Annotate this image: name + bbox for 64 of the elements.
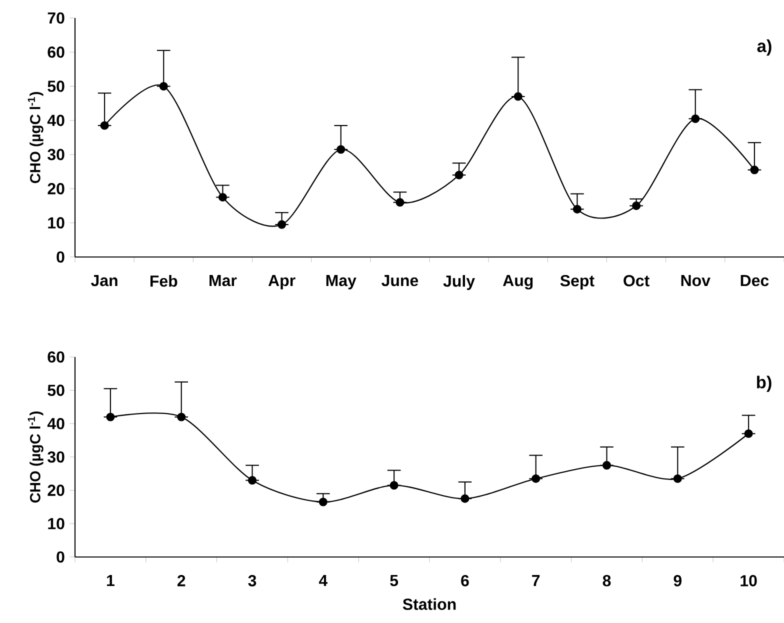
point [106, 412, 115, 422]
y-tick-label: 60 [48, 351, 64, 363]
point [532, 474, 540, 483]
x-tick-label: Aug [502, 275, 533, 290]
x-tick-label: Dec [740, 275, 769, 286]
y-tick-label: 20 [48, 183, 64, 194]
point [632, 202, 641, 210]
x-tick-label: 4 [318, 575, 328, 586]
x-tick-label: Feb [150, 275, 178, 287]
annotation: b) [757, 376, 772, 392]
point [602, 461, 612, 470]
point [248, 476, 257, 485]
x-tick-label: Apr [268, 275, 296, 290]
point [177, 412, 186, 422]
x-tick-label: Mar [210, 275, 237, 286]
y-tick-label: 50 [48, 80, 64, 92]
point [673, 474, 682, 483]
y-tick-label: 0 [56, 251, 64, 263]
x-tick-label: 6 [461, 575, 469, 586]
point [159, 82, 168, 91]
x-tick-label: 10 [740, 575, 757, 586]
point [318, 498, 328, 506]
point [278, 220, 286, 229]
x-tick-label: June [382, 275, 418, 286]
x-tick-label: 7 [532, 575, 540, 586]
x-tick-label: July [443, 275, 475, 290]
y-tick-label: 10 [48, 518, 64, 530]
y-tick-label: 20 [48, 484, 64, 496]
y-tick-label: 30 [48, 148, 64, 160]
x-tick-label: May [326, 275, 356, 290]
point [336, 145, 346, 154]
x-tick-label: 8 [602, 575, 611, 586]
y-axis-title: CHO (µgC l$^{-1}$) [28, 92, 44, 184]
point [572, 204, 582, 214]
point [750, 166, 759, 174]
point [744, 429, 753, 438]
point [514, 92, 522, 101]
y-tick-label: 40 [47, 114, 64, 126]
x-tick-label: Nov [681, 275, 710, 286]
point [390, 481, 398, 490]
point [460, 494, 470, 503]
y-tick-label: 50 [48, 384, 64, 396]
y-axis-title: CHO (µgC l$^{-1}$) [28, 412, 44, 503]
point [396, 198, 404, 207]
point [454, 170, 464, 180]
point [218, 192, 227, 202]
x-axis-title: Station [402, 598, 456, 610]
y-tick-label: 70 [48, 12, 64, 24]
x-tick-label: 9 [674, 575, 682, 586]
point [691, 114, 700, 123]
x-tick-label: 3 [248, 575, 256, 586]
y-tick-label: 0 [56, 551, 64, 563]
x-tick-label: 1 [107, 575, 114, 586]
y-tick-label: 40 [47, 418, 64, 430]
annotation: a) [757, 39, 772, 56]
y-tick-label: 60 [48, 46, 64, 58]
y-tick-label: 10 [48, 217, 64, 228]
x-tick-label: Jan [91, 275, 118, 286]
point [100, 121, 109, 130]
x-tick-label: Sept [560, 275, 594, 290]
x-tick-label: 2 [177, 575, 186, 586]
y-tick-label: 30 [48, 451, 64, 463]
x-tick-label: 5 [390, 575, 398, 586]
x-tick-label: Oct [624, 275, 650, 286]
